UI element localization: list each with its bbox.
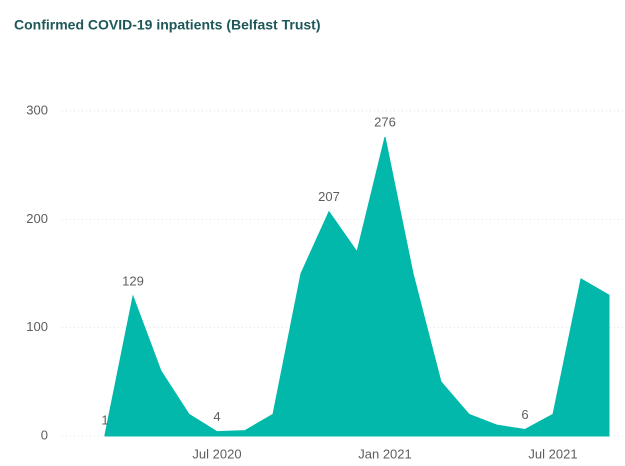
x-tick-label: Jan 2021: [358, 446, 412, 461]
area: [104, 136, 610, 437]
x-tick-label: Jul 2020: [192, 446, 241, 461]
y-tick-label: 100: [26, 319, 48, 334]
data-label: 129: [122, 274, 144, 289]
data-label: 1: [101, 412, 108, 427]
data-label: 6: [521, 407, 528, 422]
data-label: 4: [213, 409, 220, 424]
y-tick-label: 300: [26, 102, 48, 117]
data-label: 207: [318, 189, 340, 204]
data-label: 276: [374, 114, 396, 129]
x-tick-label: Jul 2021: [528, 446, 577, 461]
y-tick-label: 0: [41, 427, 48, 442]
chart-title: Confirmed COVID-19 inpatients (Belfast T…: [14, 17, 320, 33]
y-tick-label: 200: [26, 211, 48, 226]
